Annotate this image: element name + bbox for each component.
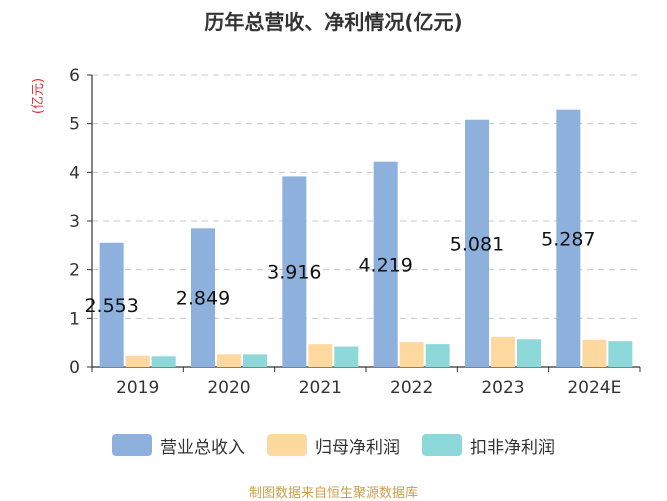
y-tick-label: 2 [69,261,80,281]
legend-label: 营业总收入 [160,437,245,458]
x-tick-label: 2021 [299,378,342,398]
legend: 营业总收入 归母净利润 扣非净利润 [0,430,667,460]
bar-series-0 [99,242,124,367]
data-label: 5.287 [541,228,595,250]
legend-label: 扣非净利润 [470,437,555,458]
y-tick-label: 0 [69,358,80,378]
axes: 0 1 2 3 4 5 6 2019 2020 2021 2022 2023 2024E [69,66,641,398]
bar-series-1 [491,336,515,367]
data-label: 4.219 [358,254,412,276]
bar-series-0 [191,228,215,367]
legend-item[interactable]: 扣非净利润 [422,433,555,458]
legend-item[interactable]: 营业总收入 [112,433,245,458]
bar-series-1 [217,354,241,367]
x-tick-label: 2020 [207,378,250,398]
bar-series-2 [517,339,541,367]
bar-series-2 [334,346,359,367]
data-label: 2.849 [176,288,230,310]
legend-swatch [112,434,152,456]
y-tick-label: 1 [69,309,80,329]
bar-series-1 [399,342,424,367]
chart-title: 历年总营收、净利情况(亿元) [204,10,463,34]
y-tick-label: 4 [69,163,80,183]
bar-series-1 [582,339,607,367]
y-tick-label: 6 [69,66,80,86]
x-tick-label: 2022 [390,378,433,398]
legend-item[interactable]: 归母净利润 [267,433,400,458]
x-tick-label: 2023 [481,378,524,398]
data-label: 5.081 [450,233,504,255]
bar-series-2 [243,354,267,367]
y-axis-label: (亿元) [31,78,46,114]
bars [99,109,633,367]
legend-swatch [422,434,462,456]
data-labels: 2.553 2.849 3.916 4.219 5.081 5.287 [84,228,595,317]
bar-series-1 [308,344,333,367]
y-tick-label: 5 [69,115,80,135]
y-tick-label: 3 [69,212,80,232]
bar-series-0 [282,176,307,367]
bar-series-0 [373,161,398,367]
data-source: 制图数据来自恒生聚源数据库 [248,486,418,501]
bar-series-2 [608,341,633,367]
grid-lines [92,74,640,319]
x-tick-label: 2019 [116,378,159,398]
legend-swatch [267,434,307,456]
legend-label: 归母净利润 [315,437,400,458]
bar-series-0 [556,109,581,367]
bar-series-1 [125,355,150,367]
x-tick-label: 2024E [567,378,621,398]
data-label: 2.553 [84,295,138,317]
bar-series-2 [425,344,450,367]
bar-series-0 [465,119,489,367]
bar-series-2 [151,356,176,367]
data-label: 3.916 [267,262,321,284]
